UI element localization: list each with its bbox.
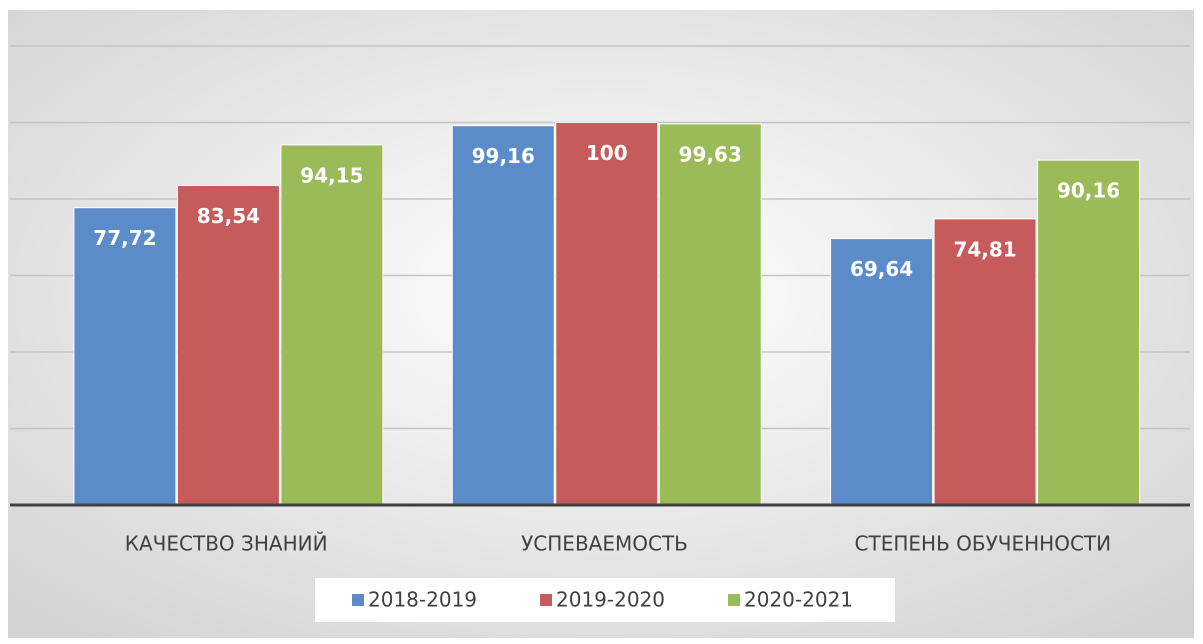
value-label: 83,54 <box>197 204 260 228</box>
bar <box>555 122 659 506</box>
value-label: 94,15 <box>300 163 363 187</box>
value-label: 100 <box>586 141 628 165</box>
legend-label: 2020-2021 <box>744 588 853 612</box>
bar <box>1037 159 1141 506</box>
legend-swatch <box>728 594 740 606</box>
bar <box>933 218 1037 506</box>
legend-label: 2018-2019 <box>368 588 477 612</box>
legend-label: 2019-2020 <box>556 588 665 612</box>
value-label: 77,72 <box>93 226 156 250</box>
bar <box>451 125 555 506</box>
x-tick-label: СТЕПЕНЬ ОБУЧЕННОСТИ <box>855 532 1112 556</box>
legend-swatch <box>352 594 364 606</box>
value-label: 99,63 <box>679 142 742 166</box>
legend-swatch <box>540 594 552 606</box>
value-label: 90,16 <box>1057 179 1120 203</box>
x-tick-label: УСПЕВАЕМОСТЬ <box>521 532 688 556</box>
x-tick-label: КАЧЕСТВО ЗНАНИЙ <box>125 532 328 556</box>
value-label: 74,81 <box>953 237 1016 261</box>
bar <box>830 238 934 506</box>
bar <box>280 144 384 506</box>
bar <box>176 184 280 506</box>
bar <box>73 207 177 506</box>
legend-box <box>315 578 895 622</box>
bar <box>658 123 762 506</box>
value-label: 99,16 <box>472 144 535 168</box>
value-label: 69,64 <box>850 257 913 281</box>
